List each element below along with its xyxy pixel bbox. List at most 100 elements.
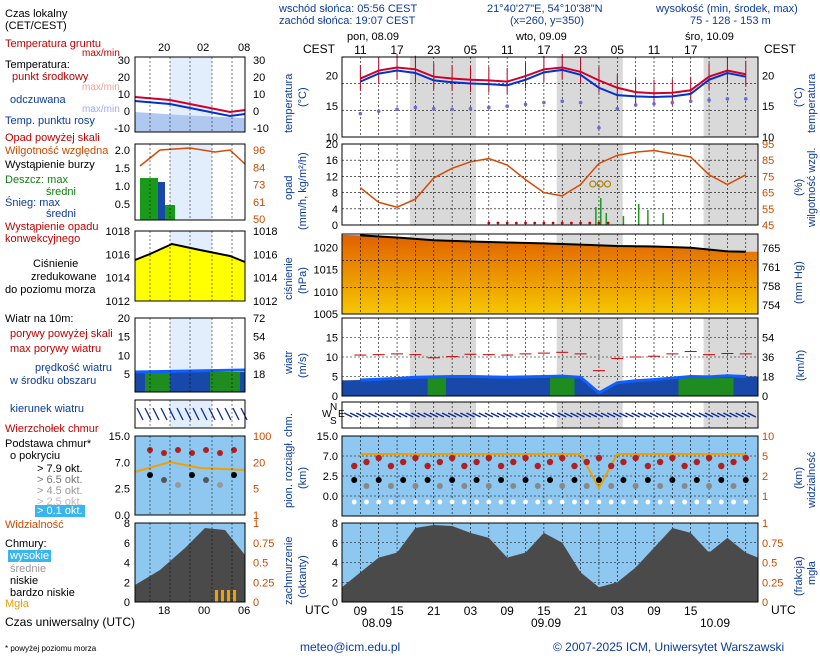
humidity-tick: 75 (762, 171, 774, 183)
wind-dir-arrow (472, 412, 481, 418)
hour-tick-top: 17 (684, 43, 698, 57)
cloud-low-dot (718, 499, 724, 505)
precip-tick: 16 (326, 155, 338, 167)
wind-dir-arrow (356, 412, 365, 418)
cloud-top-dot (363, 458, 370, 466)
kmh-tick: 36 (762, 352, 774, 364)
sunrise-text: wschód słońca: 05:56 CEST (279, 3, 418, 15)
cloud-low-dot (523, 499, 528, 505)
legend-precip-above: Opad powyżej skali (5, 132, 100, 144)
legend-wind-tick: 15 (118, 332, 130, 344)
cover-tick: 2 (332, 577, 338, 589)
wind-dir-arrow (716, 412, 726, 418)
cloud-base-dot (620, 477, 627, 483)
conv-dot (579, 221, 582, 225)
wind-dir-arrow (349, 412, 359, 418)
elevation-label: wysokość (min, środek, max) (656, 3, 798, 15)
legend-soil-temp-sub: max/min (82, 48, 120, 59)
cloud-base-dot (400, 477, 407, 483)
storm-mark (603, 180, 612, 188)
wind-dir-arrow (625, 412, 634, 418)
conv-dot (597, 221, 601, 225)
cloud-tick: 2.5 (323, 471, 338, 483)
dew-point-dot (358, 111, 363, 116)
cloud-base-dot (449, 477, 456, 483)
wind-dir-arrow (729, 412, 738, 418)
legend-cloud-base-dot (147, 472, 153, 478)
temp-tick: 20 (762, 70, 774, 82)
cloud-top-dot (595, 454, 603, 462)
wind-dir-arrow (398, 412, 408, 418)
wind-dir-arrow (411, 412, 420, 418)
night-band (556, 402, 623, 428)
legend-pressure: Ciśnienie (33, 258, 79, 270)
cloud-top-dot (510, 458, 517, 466)
legend-local-time-sub: (CET/CEST) (5, 20, 67, 32)
wind-dir-arrow (576, 412, 585, 418)
legend-wind-tick: 54 (253, 332, 265, 344)
dew-point-dot (633, 103, 638, 107)
vis-tick: 10 (762, 431, 774, 443)
dew-point-dot (615, 106, 620, 111)
cloud-base-dot (693, 477, 700, 483)
legend-snow-max: Śnieg: max (5, 197, 61, 209)
hour-tick-top: 17 (390, 43, 404, 57)
cloud-low-dot (461, 499, 467, 505)
legend-cloud-tick: 1 (253, 510, 259, 522)
dew-point-dot (670, 100, 675, 105)
hour-tick-bottom: 21 (427, 604, 441, 618)
cloud-low-dot (633, 499, 639, 505)
cloud-top-dot (351, 462, 358, 470)
legend-frame (134, 56, 246, 133)
sunset-text: zachód słońca: 19:07 CEST (279, 15, 416, 27)
legend-fog-bar (227, 590, 230, 602)
dew-point-dot (376, 109, 381, 113)
wind-dir-arrow (515, 412, 524, 418)
dew-point-dot (395, 107, 399, 112)
cloud-base-dot (669, 477, 676, 483)
legend-wind-tick: 5 (124, 369, 130, 381)
wind-dir-arrow (655, 412, 665, 418)
cloud-base-dot (595, 477, 602, 483)
legend-pressure-line (134, 242, 246, 263)
hour-tick-bottom: 15 (537, 604, 551, 618)
grid-text: (x=260, y=350) (510, 15, 584, 27)
cloud-low-dot (743, 499, 749, 505)
cloud-tick: 15.0 (317, 431, 338, 443)
day-label: pon, 08.09 (347, 31, 399, 43)
panel-frame (341, 143, 759, 226)
dew-point-dot (652, 101, 656, 106)
legend-cloud-top: Wierzchołek chmur (5, 423, 99, 435)
conv-dot (487, 221, 491, 225)
cloud-low-dot (559, 499, 565, 505)
legend-local-time: Czas lokalny (5, 8, 68, 20)
conv-dot (570, 221, 573, 225)
legend-dir-arrow (224, 407, 232, 421)
cloud-top-dot (559, 454, 566, 462)
wind-dir-arrow (490, 412, 500, 418)
cloud-top-dot (571, 462, 578, 470)
legend-wind-green (210, 372, 240, 392)
panel-frame (341, 317, 759, 397)
temp-tick: 15 (762, 101, 774, 113)
legend-pres-tick: 1014 (253, 273, 277, 285)
hour-tick-bottom: 15 (390, 604, 404, 618)
dew-point-dot (431, 106, 436, 111)
wind-dir-arrow (386, 412, 396, 418)
legend-temp-tick: 20 (253, 72, 265, 84)
legend-wind-tick: 20 (118, 313, 130, 325)
legend-hum-tick: 61 (253, 197, 265, 209)
cloud-low-dot (376, 499, 382, 505)
cloud-top-dot (485, 454, 493, 462)
legend-fog-bar (221, 590, 224, 602)
cloud-low-dot (425, 499, 431, 505)
legend-cloud-tick: 100 (253, 431, 271, 443)
cloud-top-dot (497, 462, 505, 470)
legend-cloud-base-dot (217, 482, 223, 488)
mmhg-tick: 758 (762, 281, 780, 293)
footer-email[interactable]: meteo@icm.edu.pl (300, 640, 401, 654)
cloud-low-dot (706, 499, 712, 505)
legend-frame (134, 522, 246, 603)
legend-cover-tick: 2 (124, 577, 130, 589)
cloud-top-dot (412, 454, 419, 462)
